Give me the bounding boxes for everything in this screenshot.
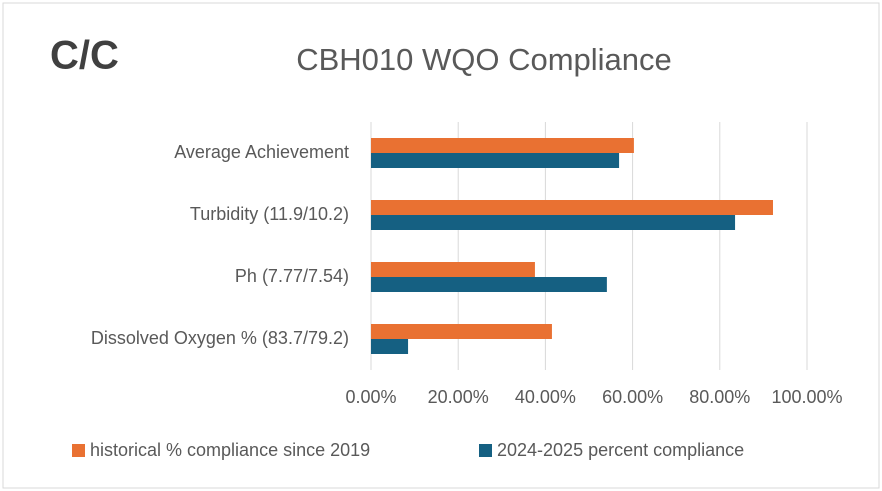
bar (371, 339, 409, 354)
bar (371, 324, 552, 339)
x-tick-label: 40.00% (515, 387, 576, 407)
legend-label: historical % compliance since 2019 (90, 440, 370, 460)
x-tick-label: 60.00% (602, 387, 663, 407)
y-tick-label: Average Achievement (174, 142, 349, 162)
legend-swatch (72, 444, 85, 457)
bar (371, 262, 535, 277)
y-tick-label: Dissolved Oxygen % (83.7/79.2) (91, 328, 349, 348)
legend-swatch (479, 444, 492, 457)
x-tick-label: 20.00% (428, 387, 489, 407)
x-tick-label: 0.00% (345, 387, 396, 407)
y-tick-label: Turbidity (11.9/10.2) (190, 204, 349, 224)
logo-text: C/C (50, 34, 119, 78)
chart-title: CBH010 WQO Compliance (296, 42, 672, 77)
y-tick-label: Ph (7.77/7.54) (235, 266, 349, 286)
bar (371, 200, 773, 215)
x-tick-label: 80.00% (689, 387, 750, 407)
legend-label: 2024-2025 percent compliance (497, 440, 744, 460)
bar (371, 277, 607, 292)
bar (371, 138, 634, 153)
bar (371, 215, 736, 230)
x-tick-label: 100.00% (771, 387, 842, 407)
bar (371, 153, 620, 168)
